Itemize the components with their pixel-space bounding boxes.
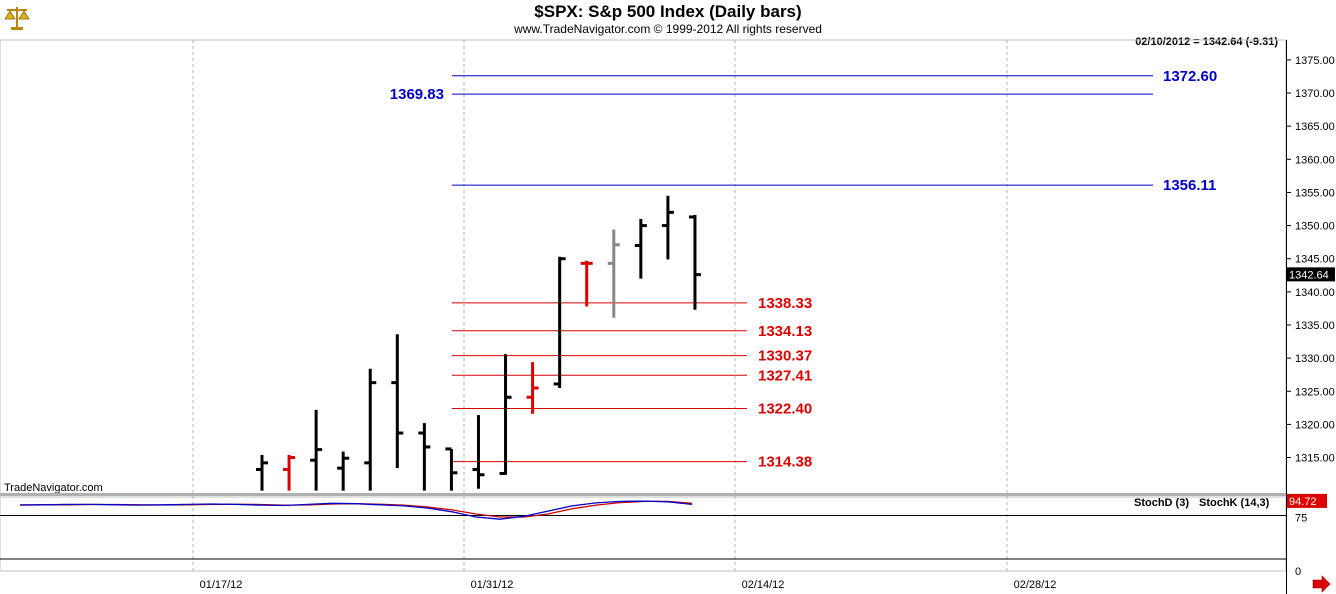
x-tick-label: 02/28/12	[1014, 579, 1057, 591]
ohlc-bar	[283, 454, 296, 491]
y-tick-label: 1340.00	[1295, 287, 1335, 299]
level-label: 1327.41	[758, 367, 812, 384]
ohlc-bar	[256, 454, 268, 491]
level-label: 1369.83	[390, 86, 444, 103]
ohlc-bar	[310, 409, 323, 491]
level-label: 1338.33	[758, 295, 812, 312]
ohlc-bar	[688, 214, 701, 310]
level-label: 1334.13	[758, 323, 812, 340]
y-tick-label: 1315.00	[1295, 453, 1335, 465]
x-tick-label: 01/31/12	[471, 579, 514, 591]
watermark-text: TradeNavigator.com	[4, 482, 103, 494]
level-label: 1314.38	[758, 454, 812, 471]
y-tick-label: 1370.00	[1295, 88, 1335, 100]
ohlc-bar	[661, 195, 674, 260]
x-tick-label: 02/14/12	[742, 579, 785, 591]
scales-logo-icon[interactable]	[3, 3, 31, 33]
y-tick-label: 1375.00	[1295, 55, 1335, 67]
scroll-right-arrow-icon[interactable]	[1312, 575, 1331, 593]
ohlc-bar	[445, 447, 458, 491]
stoch-value-box	[1287, 493, 1327, 508]
current-price-box	[1287, 267, 1335, 282]
ohlc-bar	[580, 260, 593, 307]
stoch-value-label: 94.72	[1289, 496, 1317, 508]
ohlc-bar	[472, 415, 485, 489]
level-label: 1356.11	[1163, 177, 1216, 194]
stoch-zero-label: 0	[1295, 566, 1301, 578]
stochk-line	[19, 500, 693, 520]
stochd-label: StochD (3)	[1134, 497, 1189, 509]
ohlc-bar	[337, 451, 350, 491]
y-tick-label: 1355.00	[1295, 187, 1335, 199]
level-label: 1322.40	[758, 401, 812, 418]
y-tick-label: 1350.00	[1295, 221, 1335, 233]
stochk-label: StochK (14,3)	[1199, 497, 1270, 509]
level-label: 1330.37	[758, 348, 812, 365]
x-tick-label: 01/17/12	[200, 579, 243, 591]
level-label: 1372.60	[1163, 68, 1217, 85]
y-tick-label: 1320.00	[1295, 419, 1335, 431]
chart-title: $SPX: S&p 500 Index (Daily bars)	[534, 2, 802, 21]
ohlc-bar	[499, 354, 512, 475]
y-tick-label: 1325.00	[1295, 386, 1335, 398]
ohlc-bar	[526, 362, 539, 414]
ohlc-bar	[418, 423, 431, 491]
y-tick-label: 1330.00	[1295, 353, 1335, 365]
current-price-label: 1342.64	[1289, 269, 1329, 281]
price-readout: 02/10/2012 = 1342.64 (-9.31)	[1135, 36, 1278, 48]
ohlc-bar	[607, 229, 620, 318]
y-tick-label: 1345.00	[1295, 254, 1335, 266]
ohlc-bar	[553, 256, 566, 388]
ohlc-bar	[391, 334, 404, 469]
stoch-level-label: 75	[1295, 513, 1307, 525]
y-tick-label: 1335.00	[1295, 320, 1335, 332]
ohlc-bar	[364, 368, 377, 491]
ohlc-bar	[634, 218, 647, 279]
y-tick-label: 1360.00	[1295, 154, 1335, 166]
chart-subtitle: www.TradeNavigator.com © 1999-2012 All r…	[514, 22, 822, 36]
y-tick-label: 1365.00	[1295, 121, 1335, 133]
